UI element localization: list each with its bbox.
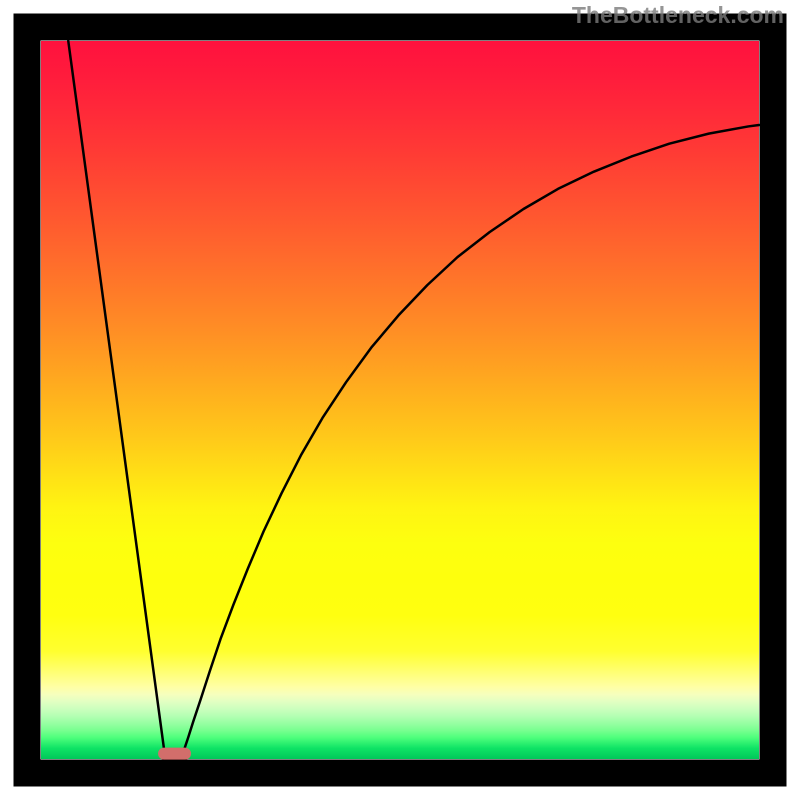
watermark-label: TheBottleneck.com xyxy=(572,2,784,28)
optimal-marker xyxy=(158,748,191,760)
chart-container: { "canvas": { "width": 800, "height": 80… xyxy=(0,0,800,800)
bottleneck-chart: TheBottleneck.com xyxy=(0,0,800,800)
